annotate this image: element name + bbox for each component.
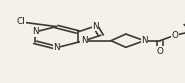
Text: N: N [53,43,60,52]
Text: O: O [171,31,178,40]
Text: N: N [92,22,99,31]
Text: N: N [81,36,88,45]
Text: Cl: Cl [17,18,26,26]
Text: N: N [141,36,148,45]
Text: N: N [32,27,38,36]
Text: O: O [157,47,164,56]
